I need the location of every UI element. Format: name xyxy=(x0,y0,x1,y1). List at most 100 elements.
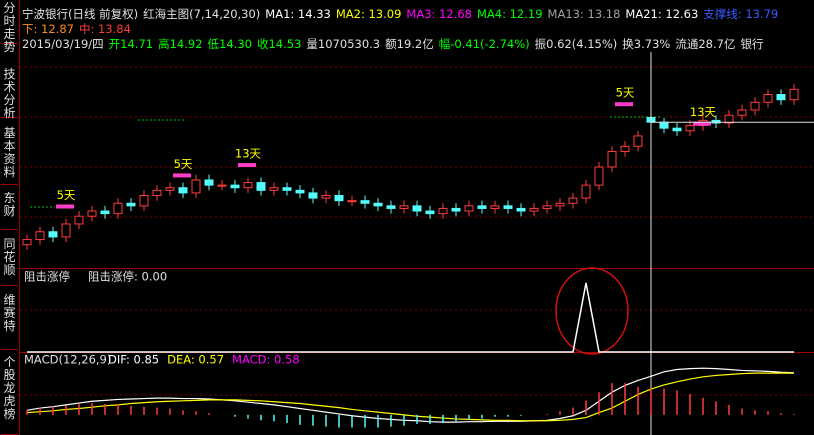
support-decoration xyxy=(30,116,660,208)
header-row: 2015/03/19/四 开14.71 高14.92 低14.30 收14.53 量107… xyxy=(22,36,768,52)
candle-body xyxy=(295,189,305,194)
candle-body xyxy=(607,150,617,168)
header-item: 红海主图(7,14,20,30) xyxy=(143,7,261,21)
candle-body xyxy=(776,94,786,101)
side-tab[interactable]: 技术分析 xyxy=(1,66,18,120)
candle-body xyxy=(360,200,370,204)
header-item: MA4: 12.19 xyxy=(476,7,543,21)
header-item: 量1070530.3 xyxy=(306,37,381,51)
header-item: MA13: 13.18 xyxy=(547,7,621,21)
legend-entry: DIF: 0.85 xyxy=(108,353,159,367)
annotation-bar xyxy=(238,163,256,168)
legend-entry: DEA: 0.57 xyxy=(167,353,224,367)
header-item: MA3: 12.68 xyxy=(406,7,472,21)
candle-body xyxy=(347,200,357,203)
macd-line xyxy=(26,367,795,423)
candle-body xyxy=(191,179,201,194)
header-item: 2015/03/19/四 xyxy=(22,37,104,51)
candle-body xyxy=(282,187,292,191)
header-item: 支撑线: 13.79 xyxy=(703,7,779,21)
candle-body xyxy=(490,205,500,209)
candle-body xyxy=(516,207,526,212)
legend-entry: MACD: 0.58 xyxy=(232,353,300,367)
candle-body xyxy=(763,94,773,103)
header-item: 中: 13.84 xyxy=(78,22,131,36)
candle-body xyxy=(126,202,136,207)
side-tab[interactable]: 个股龙虎榜 xyxy=(1,354,18,435)
panel-title: 阻击涨停 xyxy=(24,270,70,284)
candle-body xyxy=(594,166,604,186)
candle-body xyxy=(620,145,630,152)
candle-body xyxy=(451,207,461,212)
candle-body xyxy=(750,101,760,111)
side-tab[interactable]: 维赛特 xyxy=(1,292,18,350)
header-item: 开14.71 xyxy=(108,37,154,51)
candle-body xyxy=(737,109,747,116)
annotation-bar xyxy=(173,173,191,178)
candle-body xyxy=(61,223,71,238)
header-row: 下: 12.87 中: 13.84 xyxy=(22,21,136,37)
candle-body xyxy=(139,194,149,207)
panel-legend: 阻击涨停: 0.00 xyxy=(88,270,167,284)
sidebar: 分时走势技术分析基本资料东财同花顺维赛特个股龙虎榜 xyxy=(0,0,20,435)
annotation: 5天 xyxy=(174,157,193,171)
annotation: 5天 xyxy=(57,188,76,202)
header-item: 宁波银行(日线 前复权) xyxy=(22,7,139,21)
candle-body xyxy=(724,114,734,124)
candle-body xyxy=(22,239,32,246)
header-item: 高14.92 xyxy=(158,37,203,51)
annotation: 13天 xyxy=(690,105,717,119)
candle-body xyxy=(425,210,435,215)
annotation-bar xyxy=(693,121,711,126)
candle-body xyxy=(412,205,422,212)
header-item: MA21: 12.63 xyxy=(625,7,699,21)
side-tab[interactable]: 同花顺 xyxy=(1,236,18,286)
indicator-line xyxy=(27,282,794,353)
annotation: 5天 xyxy=(616,86,635,100)
panel-title: MACD(12,26,9) xyxy=(24,353,111,367)
header-item: 流通28.7亿 xyxy=(675,37,736,51)
candle-body xyxy=(165,187,175,191)
macd-line xyxy=(26,372,794,422)
annotation-bar xyxy=(56,204,74,209)
header-item: 下: 12.87 xyxy=(22,22,74,36)
candle-body xyxy=(48,231,58,238)
candle-body xyxy=(373,202,383,207)
candle-body xyxy=(503,205,513,209)
candle-body xyxy=(529,207,539,212)
candle-body xyxy=(217,184,227,187)
grid-decoration xyxy=(20,66,814,396)
candle-body xyxy=(789,88,799,101)
header-item: 额19.2亿 xyxy=(385,37,434,51)
annotation: 13天 xyxy=(235,147,262,161)
candle-body xyxy=(204,179,214,186)
candle-body xyxy=(100,210,110,215)
candle-body xyxy=(659,121,669,129)
side-tab[interactable]: 东财 xyxy=(1,190,18,230)
candle-body xyxy=(334,194,344,202)
header-item: MA2: 13.09 xyxy=(335,7,402,21)
header-row: 宁波银行(日线 前复权) 红海主图(7,14,20,30) MA1: 14.33 MA… xyxy=(22,6,783,22)
candle-body xyxy=(555,202,565,207)
candle-body xyxy=(113,202,123,215)
candle-body xyxy=(685,125,695,132)
candle-body xyxy=(438,207,448,215)
candle-body xyxy=(35,231,45,241)
candle-body xyxy=(581,184,591,199)
header-item: 银行 xyxy=(740,37,764,51)
candle-body xyxy=(87,210,97,217)
candle-body xyxy=(321,194,331,199)
candle-body xyxy=(230,184,240,189)
candle-body xyxy=(633,135,643,147)
side-tab[interactable]: 分时走势 xyxy=(1,0,18,54)
candle-body xyxy=(711,119,721,124)
candle-body xyxy=(152,189,162,196)
header-item: MA1: 14.33 xyxy=(265,7,331,21)
candle-body xyxy=(386,205,396,209)
header-item: 收14.53 xyxy=(256,37,302,51)
side-tab[interactable]: 基本资料 xyxy=(1,125,18,185)
annotation-bar xyxy=(615,102,633,107)
candle-body xyxy=(568,197,578,204)
candle-body xyxy=(256,182,266,191)
